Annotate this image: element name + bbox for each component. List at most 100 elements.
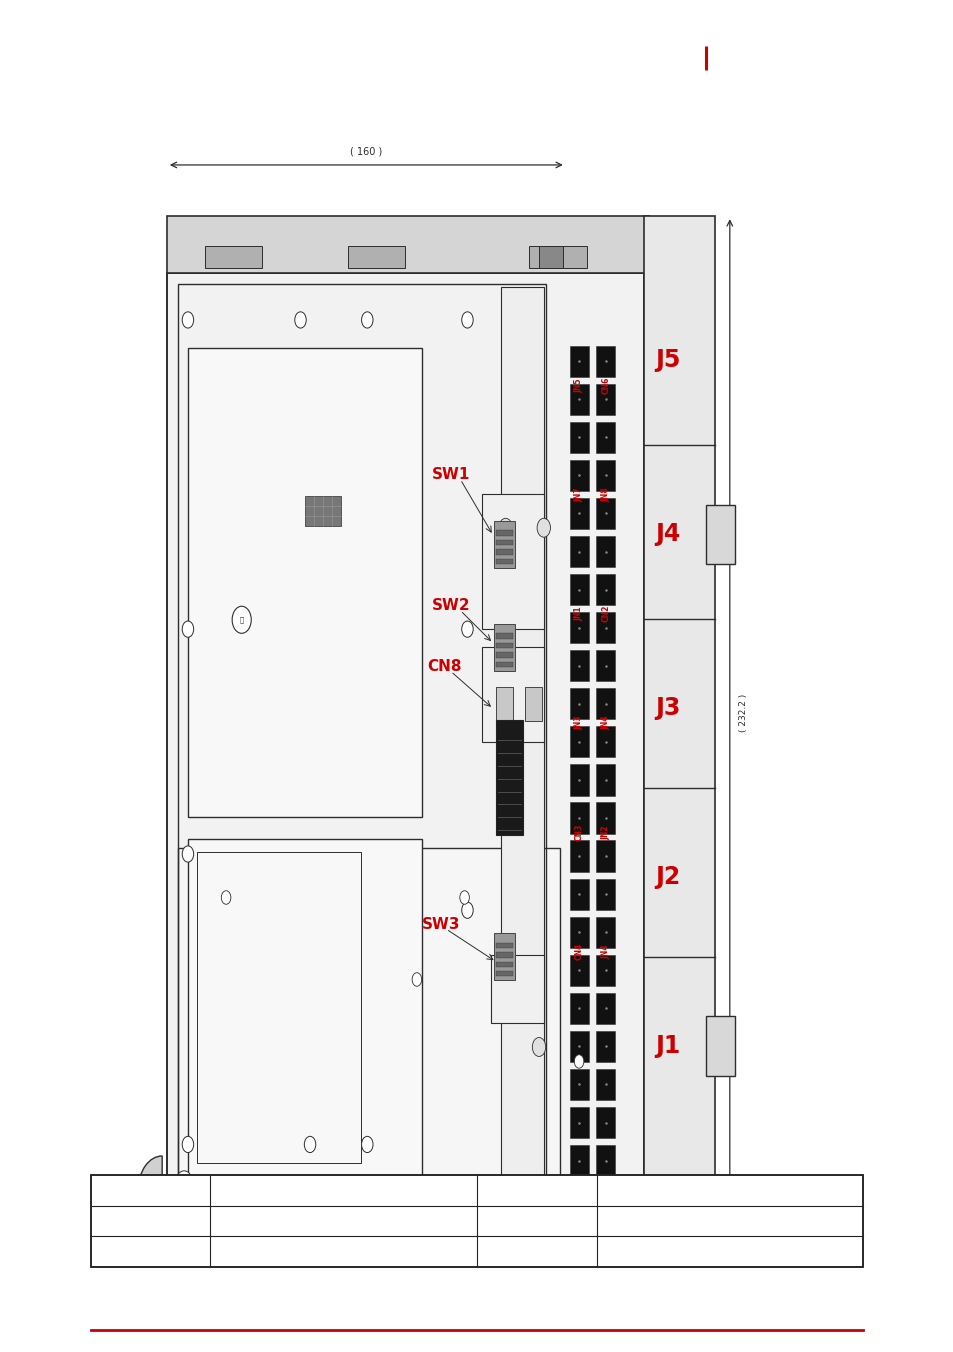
Bar (496, 961, 513, 967)
Bar (496, 721, 522, 836)
Bar (569, 346, 588, 377)
Bar (569, 1145, 588, 1176)
Bar (569, 384, 588, 415)
Text: CN6: CN6 (600, 377, 610, 393)
Bar (494, 933, 515, 980)
Circle shape (461, 621, 473, 637)
Bar (596, 575, 615, 606)
Bar (496, 558, 513, 564)
Bar (596, 422, 615, 453)
Bar (569, 1107, 588, 1138)
Text: JN2: JN2 (600, 825, 610, 840)
Text: J5: J5 (655, 349, 680, 372)
Bar (596, 1069, 615, 1101)
Bar (596, 955, 615, 986)
Text: CN4: CN4 (574, 942, 583, 960)
Bar (569, 841, 588, 872)
Bar (596, 346, 615, 377)
Bar (569, 917, 588, 948)
Bar (596, 1107, 615, 1138)
Text: SW3: SW3 (421, 917, 460, 932)
Bar (705, 504, 734, 564)
Bar (569, 879, 588, 910)
Circle shape (294, 312, 306, 329)
Bar (596, 764, 615, 795)
Bar (481, 648, 543, 741)
Bar (548, 1224, 600, 1248)
Text: J2: J2 (655, 865, 679, 890)
Bar (476, 1236, 597, 1267)
Bar (569, 1030, 588, 1063)
Bar (496, 687, 513, 722)
Text: ( 232.2 ): ( 232.2 ) (739, 694, 747, 733)
Bar (496, 653, 513, 658)
Bar (569, 460, 588, 491)
Bar (496, 971, 513, 976)
Bar (596, 1145, 615, 1176)
Bar (569, 612, 588, 644)
Bar (569, 1069, 588, 1101)
Text: JN1: JN1 (574, 607, 583, 621)
Bar (91, 1175, 211, 1206)
Bar (569, 575, 588, 606)
Circle shape (459, 891, 469, 904)
Text: JN4: JN4 (600, 944, 610, 959)
Text: JN3: JN3 (574, 715, 583, 730)
Bar (188, 840, 421, 1176)
Bar (178, 848, 559, 1176)
Bar (476, 1206, 597, 1236)
Bar (596, 688, 615, 719)
Bar (167, 273, 643, 1210)
Bar (91, 1206, 211, 1236)
Bar (491, 955, 543, 1022)
Bar (305, 496, 341, 526)
Bar (596, 879, 615, 910)
Bar (496, 942, 513, 948)
Bar (569, 764, 588, 795)
Circle shape (412, 972, 421, 986)
Bar (91, 1175, 862, 1267)
Bar (178, 284, 545, 1194)
Bar (494, 625, 515, 672)
Text: CN2: CN2 (600, 606, 610, 622)
Bar (348, 246, 405, 268)
Text: J1: J1 (655, 1034, 679, 1059)
Bar (569, 802, 588, 834)
Bar (496, 662, 513, 668)
Bar (188, 347, 421, 817)
Bar (496, 549, 513, 554)
Bar (524, 687, 541, 722)
Bar (569, 422, 588, 453)
Bar (500, 287, 543, 1176)
Text: JN4: JN4 (600, 715, 610, 730)
Text: JN7: JN7 (574, 487, 583, 502)
Circle shape (182, 1136, 193, 1152)
Bar (496, 634, 513, 639)
Text: JN5: JN5 (574, 379, 583, 392)
Bar (596, 726, 615, 757)
Bar (91, 1236, 211, 1267)
Bar (569, 955, 588, 986)
Bar (569, 688, 588, 719)
Bar (643, 216, 715, 1210)
Bar (596, 460, 615, 491)
Bar (596, 802, 615, 834)
Bar (596, 1030, 615, 1063)
Bar (538, 246, 562, 268)
Circle shape (182, 846, 193, 863)
Bar (596, 498, 615, 529)
Circle shape (498, 518, 512, 537)
Circle shape (461, 902, 473, 918)
Bar (91, 1175, 862, 1267)
Bar (529, 246, 586, 268)
Circle shape (574, 1055, 583, 1068)
Bar (569, 650, 588, 681)
Bar (205, 246, 262, 268)
Bar (596, 535, 615, 566)
Bar (596, 650, 615, 681)
Bar (496, 530, 513, 535)
Circle shape (221, 891, 231, 904)
Bar (167, 216, 648, 273)
Text: ( 160 ): ( 160 ) (350, 147, 382, 157)
Bar (476, 1175, 597, 1206)
